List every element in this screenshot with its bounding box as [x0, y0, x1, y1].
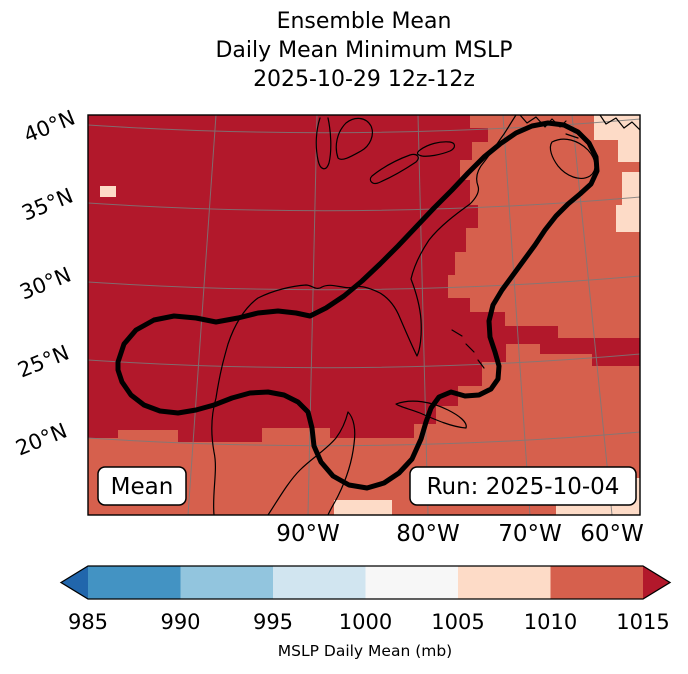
gridline-parallel-20n — [88, 431, 640, 447]
xtick-80w: 80°W — [396, 521, 460, 547]
fill-pale-west-patch — [100, 186, 116, 197]
colorbar — [59, 565, 672, 600]
colorbar-seg-990-995 — [180, 566, 273, 599]
plot-frame — [87, 114, 641, 516]
ytick-35n: 35°N — [18, 183, 76, 225]
coastline-gulf-eastcoast — [211, 115, 517, 515]
colorbar-seg-995-1000 — [273, 566, 366, 599]
gridlines — [88, 115, 640, 515]
map-plot: Mean Run: 2025-10-04 — [88, 115, 640, 515]
colorbar-tick-labels: 985 990 995 1000 1005 1010 1015 — [68, 610, 670, 634]
coastlines — [211, 115, 640, 515]
cbtick-985: 985 — [68, 610, 108, 634]
gridline-parallel-35n — [88, 196, 640, 212]
colorbar-seg-985-990 — [88, 566, 181, 599]
y-axis-labels: 40°N 35°N 30°N 25°N 20°N — [12, 105, 78, 460]
fill-pale-ne-corner — [594, 115, 640, 162]
fill-pale-east-edge — [616, 172, 640, 232]
ytick-20n: 20°N — [12, 418, 70, 460]
coastline-nova-scotia — [549, 138, 596, 179]
colorbar-seg-1005-1010 — [458, 566, 551, 599]
gridline-parallel-30n — [88, 275, 640, 291]
colorbar-outline — [59, 565, 672, 600]
coastline-bahamas — [451, 329, 485, 369]
gridline-meridian-80w — [417, 115, 429, 515]
colorbar-extend-right — [643, 566, 670, 599]
lake-erie — [369, 153, 419, 185]
cbtick-995: 995 — [253, 610, 293, 634]
coastline-pei — [565, 133, 579, 139]
gridline-parallel-25n — [88, 353, 640, 369]
cbtick-990: 990 — [160, 610, 200, 634]
fill-pale-south-patch — [334, 500, 392, 515]
x-axis-labels: 90°W 80°W 70°W 60°W — [276, 521, 644, 547]
lake-ontario — [416, 141, 456, 157]
colorbar-seg-1010-1015 — [550, 566, 643, 599]
annotation-mean: Mean — [97, 466, 187, 506]
cbtick-1015: 1015 — [616, 610, 669, 634]
chart-title-line1: Ensemble Mean — [277, 9, 452, 34]
lake-huron — [335, 117, 373, 160]
gridline-meridian-70w — [502, 115, 531, 515]
lake-michigan — [315, 117, 332, 170]
ytick-30n: 30°N — [16, 262, 74, 304]
ytick-25n: 25°N — [14, 340, 72, 382]
annotation-run-box — [409, 466, 637, 506]
coastline-yucatan — [267, 411, 356, 515]
gridline-meridian-60w — [571, 115, 613, 515]
annotation-mean-box — [97, 466, 187, 506]
chart-title-line3: 2025-10-29 12z-12z — [253, 67, 475, 92]
chart-title-line2: Daily Mean Minimum MSLP — [215, 38, 512, 63]
cbtick-1010: 1010 — [524, 610, 577, 634]
colorbar-seg-1000-1005 — [365, 566, 458, 599]
ytick-40n: 40°N — [20, 105, 78, 147]
gridline-meridian-100w — [187, 115, 217, 515]
xtick-70w: 70°W — [498, 521, 562, 547]
cbtick-1005: 1005 — [431, 610, 484, 634]
coastline-newfoundland — [599, 115, 640, 131]
annotation-run-label: Run: 2025-10-04 — [427, 474, 620, 500]
xtick-60w: 60°W — [580, 521, 644, 547]
colorbar-extend-left — [61, 566, 88, 599]
annotation-mean-label: Mean — [111, 474, 174, 500]
cbtick-1000: 1000 — [339, 610, 392, 634]
colorbar-label: MSLP Daily Mean (mb) — [278, 642, 452, 660]
mean-contour — [115, 120, 600, 491]
annotation-run: Run: 2025-10-04 — [409, 466, 637, 506]
xtick-90w: 90°W — [276, 521, 340, 547]
